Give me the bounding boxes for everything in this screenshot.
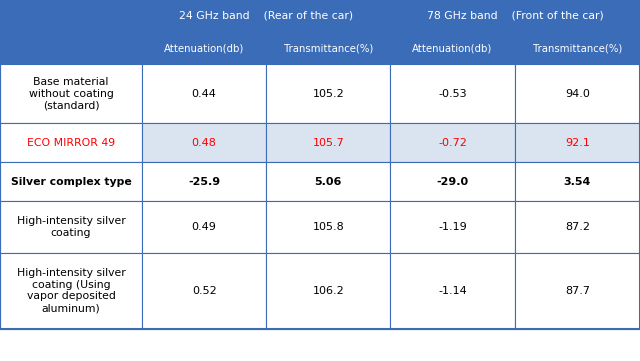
- Bar: [390, 162, 515, 201]
- Bar: [0, 253, 142, 329]
- Text: Silver complex type: Silver complex type: [11, 177, 131, 187]
- Bar: [266, 123, 390, 162]
- Text: 105.8: 105.8: [312, 222, 344, 232]
- Text: 0.48: 0.48: [192, 138, 216, 148]
- Text: Transmittance(%): Transmittance(%): [284, 43, 373, 53]
- Bar: [0, 32, 142, 64]
- Bar: [390, 0, 640, 32]
- Text: 0.52: 0.52: [192, 286, 216, 296]
- Text: 87.7: 87.7: [564, 286, 590, 296]
- Text: -0.72: -0.72: [438, 138, 467, 148]
- Bar: [390, 253, 515, 329]
- Bar: [142, 162, 266, 201]
- Bar: [142, 64, 266, 123]
- Bar: [390, 32, 515, 64]
- Bar: [390, 64, 515, 123]
- Text: -25.9: -25.9: [188, 177, 220, 187]
- Text: 106.2: 106.2: [312, 286, 344, 296]
- Text: -0.53: -0.53: [438, 89, 467, 99]
- Text: Transmittance(%): Transmittance(%): [532, 43, 622, 53]
- Text: 105.7: 105.7: [312, 138, 344, 148]
- Text: ECO MIRROR 49: ECO MIRROR 49: [27, 138, 115, 148]
- Text: High-intensity silver
coating: High-intensity silver coating: [17, 216, 125, 238]
- Bar: [266, 253, 390, 329]
- Bar: [266, 32, 390, 64]
- Text: 5.06: 5.06: [315, 177, 342, 187]
- Text: 78 GHz band    (Front of the car): 78 GHz band (Front of the car): [427, 11, 604, 21]
- Text: 94.0: 94.0: [565, 89, 589, 99]
- Text: 105.2: 105.2: [312, 89, 344, 99]
- Text: 3.54: 3.54: [564, 177, 591, 187]
- Text: -29.0: -29.0: [436, 177, 468, 187]
- Bar: [515, 253, 640, 329]
- Bar: [266, 64, 390, 123]
- Text: 24 GHz band    (Rear of the car): 24 GHz band (Rear of the car): [179, 11, 353, 21]
- Bar: [142, 123, 266, 162]
- Text: 0.49: 0.49: [192, 222, 216, 232]
- Bar: [0, 201, 142, 253]
- Bar: [142, 201, 266, 253]
- Text: Attenuation(db): Attenuation(db): [412, 43, 493, 53]
- Bar: [515, 162, 640, 201]
- Bar: [142, 253, 266, 329]
- Text: -1.14: -1.14: [438, 286, 467, 296]
- Bar: [515, 201, 640, 253]
- Bar: [390, 123, 515, 162]
- Bar: [390, 201, 515, 253]
- Text: 92.1: 92.1: [565, 138, 589, 148]
- Bar: [142, 0, 390, 32]
- Bar: [0, 64, 142, 123]
- Text: Attenuation(db): Attenuation(db): [164, 43, 244, 53]
- Bar: [515, 64, 640, 123]
- Bar: [515, 123, 640, 162]
- Text: 0.44: 0.44: [192, 89, 216, 99]
- Bar: [0, 0, 142, 32]
- Bar: [515, 32, 640, 64]
- Text: Base material
without coating
(standard): Base material without coating (standard): [29, 77, 113, 110]
- Bar: [0, 162, 142, 201]
- Bar: [266, 201, 390, 253]
- Bar: [266, 162, 390, 201]
- Text: 87.2: 87.2: [564, 222, 590, 232]
- Text: -1.19: -1.19: [438, 222, 467, 232]
- Bar: [142, 32, 266, 64]
- Bar: [0, 123, 142, 162]
- Text: High-intensity silver
coating (Using
vapor deposited
aluminum): High-intensity silver coating (Using vap…: [17, 268, 125, 313]
